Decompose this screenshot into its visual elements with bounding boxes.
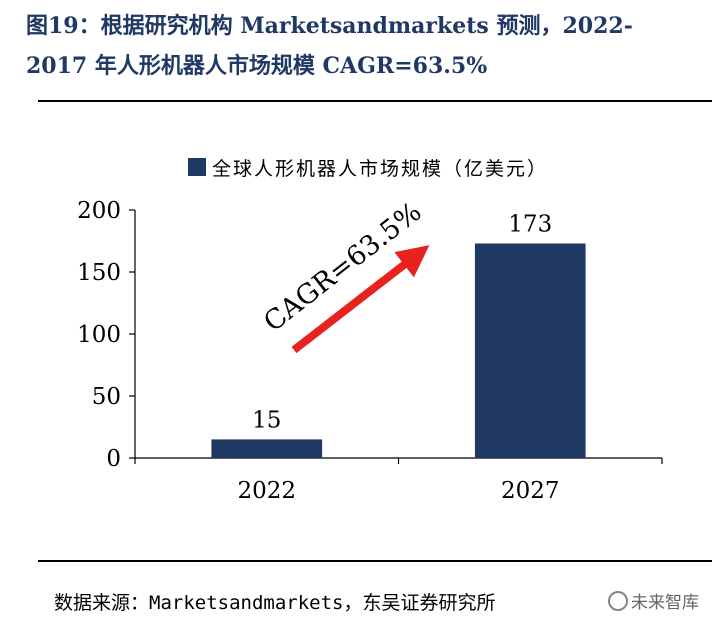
y-tick-label: 50 bbox=[92, 384, 121, 410]
bar-2022 bbox=[211, 439, 323, 458]
y-tick-label: 0 bbox=[106, 446, 121, 472]
cagr-arrow bbox=[291, 245, 430, 354]
data-label-2027: 173 bbox=[508, 211, 552, 237]
cagr-annotation: CAGR=63.5% bbox=[258, 196, 430, 354]
y-tick-label: 150 bbox=[77, 260, 121, 286]
watermark-icon bbox=[608, 591, 628, 611]
x-tick-label-2022: 2022 bbox=[237, 478, 296, 504]
data-label-2022: 15 bbox=[252, 407, 281, 433]
bar-2027 bbox=[474, 243, 586, 458]
figure-title-line-2: 2017 年人形机器人市场规模 CAGR=63.5% bbox=[26, 53, 488, 79]
x-tick-label-2027: 2027 bbox=[501, 478, 560, 504]
data-source: 数据来源：Marketsandmarkets，东吴证券研究所 bbox=[54, 592, 496, 614]
legend-swatch bbox=[188, 158, 206, 176]
legend-label: 全球人形机器人市场规模（亿美元） bbox=[212, 158, 548, 180]
legend: 全球人形机器人市场规模（亿美元） bbox=[188, 158, 548, 180]
y-tick-label: 200 bbox=[77, 198, 121, 224]
figure-title-line-1: 图19：根据研究机构 Marketsandmarkets 预测，2022- bbox=[26, 13, 633, 39]
watermark-text: 未来智库 bbox=[631, 593, 699, 613]
figure-title: 图19：根据研究机构 Marketsandmarkets 预测，2022- 20… bbox=[26, 6, 706, 86]
bar-chart: 全球人形机器人市场规模（亿美元） 0 50 100 150 200 15 2022 173 2… bbox=[77, 158, 663, 504]
top-rule bbox=[38, 100, 712, 102]
bottom-rule bbox=[38, 560, 712, 562]
watermark: 未来智库 bbox=[608, 588, 699, 613]
y-tick-label: 100 bbox=[77, 322, 121, 348]
